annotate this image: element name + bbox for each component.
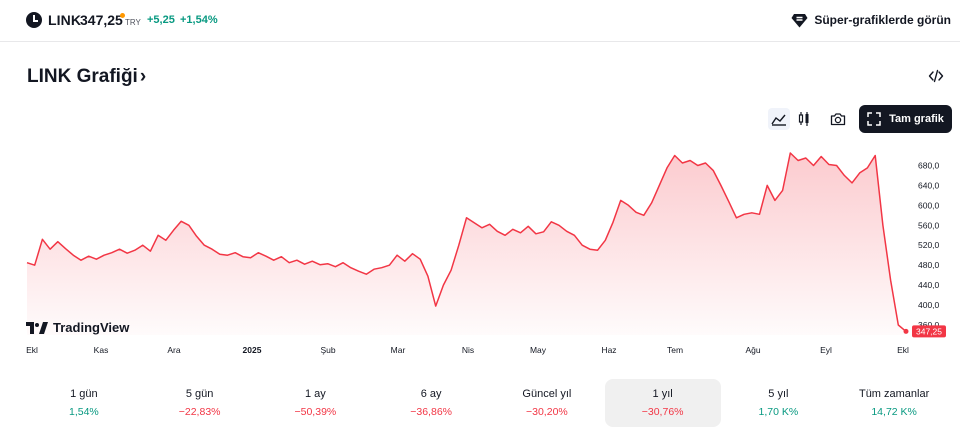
candlestick-chart-button[interactable] <box>793 108 815 130</box>
x-tick-label: Ara <box>167 345 181 355</box>
period-change: −22,83% <box>178 406 221 418</box>
period-change: 1,70 K% <box>758 406 799 418</box>
period-tab-2[interactable]: 1 ay −50,39% <box>258 379 374 427</box>
y-tick-label: 680,0 <box>918 160 940 170</box>
x-tick-label: Mar <box>391 345 406 355</box>
y-tick-label: 560,0 <box>918 220 940 230</box>
tradingview-logo[interactable]: TradingView <box>26 320 129 335</box>
chart-title[interactable]: LINK Grafiği › <box>27 66 146 88</box>
price-line <box>26 152 907 332</box>
period-label: 5 yıl <box>768 388 789 400</box>
last-price-tag-label: 347,25 <box>916 326 942 336</box>
period-label: Güncel yıl <box>522 388 572 400</box>
period-tab-0[interactable]: 1 gün 1,54% <box>26 379 142 427</box>
y-tick-label: 640,0 <box>918 180 940 190</box>
x-tick-label: Kas <box>94 345 109 355</box>
period-change: 1,54% <box>68 406 99 418</box>
period-tab-7[interactable]: Tüm zamanlar 14,72 K% <box>836 379 952 427</box>
x-tick-label: Nis <box>462 345 474 355</box>
symbol-name[interactable]: LINK <box>48 12 82 28</box>
y-tick-label: 400,0 <box>918 300 940 310</box>
period-change: −50,39% <box>294 406 337 418</box>
period-label: Tüm zamanlar <box>858 388 930 400</box>
area-chart-icon <box>771 114 786 126</box>
symbol-header: LINK 347,25 TRY +5,25 +1,54% Süper-grafi… <box>0 0 960 42</box>
market-status-dot <box>120 13 125 18</box>
period-change: 14,72 K% <box>871 406 917 418</box>
super-charts-link[interactable]: Süper-grafiklerde görün <box>791 11 951 29</box>
price-area-fill <box>27 153 906 335</box>
x-tick-label: 2025 <box>243 345 262 355</box>
full-chart-button[interactable]: Tam grafik <box>859 105 952 133</box>
tradingview-logo-icon <box>26 321 48 334</box>
period-label: 1 ay <box>304 388 326 400</box>
price-change-percent: +1,54% <box>180 14 218 26</box>
chart-title-text: LINK Grafiği <box>27 66 138 87</box>
last-price-tag <box>912 325 946 338</box>
x-tick-label: Haz <box>601 345 616 355</box>
tradingview-brand: TradingView <box>53 320 130 335</box>
period-tab-6[interactable]: 5 yıl 1,70 K% <box>721 379 837 427</box>
y-tick-label: 440,0 <box>918 280 940 290</box>
period-label: 6 ay <box>420 388 442 400</box>
period-change: −30,20% <box>526 406 568 418</box>
snapshot-button[interactable] <box>827 108 849 130</box>
price-chart[interactable]: 680,0 640,0 600,0 560,0 520,0 480,0 440,0 400,0… <box>0 140 960 355</box>
period-label: 1 yıl <box>652 388 673 400</box>
period-tab-3[interactable]: 6 ay −36,86% <box>373 379 489 427</box>
period-change: −36,86% <box>410 406 452 418</box>
super-charts-label: Süper-grafiklerde görün <box>814 13 951 27</box>
x-tick-label: Ekl <box>26 345 38 355</box>
period-label: 1 gün <box>70 388 98 400</box>
price-change: +5,25 <box>147 14 175 26</box>
period-tab-5[interactable]: 1 yıl −30,76% <box>604 379 721 427</box>
y-tick-label: 520,0 <box>918 240 940 250</box>
y-tick-label: 360,0 <box>918 320 940 330</box>
embed-code-icon[interactable] <box>928 69 944 83</box>
y-tick-label: 600,0 <box>918 200 940 210</box>
x-tick-label: Ekl <box>897 345 909 355</box>
clock-icon <box>26 12 42 28</box>
diamond-icon <box>791 13 808 27</box>
period-tab-4[interactable]: Güncel yıl −30,20% <box>489 379 605 427</box>
camera-icon <box>830 113 846 126</box>
x-tick-label: May <box>530 345 547 355</box>
area-chart-button[interactable] <box>768 108 790 130</box>
period-tab-1[interactable]: 5 gün −22,83% <box>142 379 258 427</box>
fullscreen-icon <box>867 112 881 126</box>
chevron-right-icon: › <box>139 66 147 87</box>
x-tick-label: Eyl <box>820 345 832 355</box>
full-chart-label: Tam grafik <box>889 113 944 125</box>
candlestick-icon <box>798 112 809 126</box>
last-price-point <box>903 328 909 334</box>
period-label: 5 gün <box>185 388 214 400</box>
last-price: 347,25 <box>80 12 123 28</box>
period-selector: 1 gün 1,54% 5 gün −22,83% 1 ay −50,39% 6 ay −36… <box>26 379 952 427</box>
currency-label: TRY <box>125 18 141 27</box>
x-tick-label: Şub <box>320 345 335 355</box>
x-tick-label: Ağu <box>745 345 760 355</box>
x-tick-label: Tem <box>667 345 683 355</box>
period-change: −30,76% <box>641 406 684 418</box>
y-tick-label: 480,0 <box>918 260 940 270</box>
